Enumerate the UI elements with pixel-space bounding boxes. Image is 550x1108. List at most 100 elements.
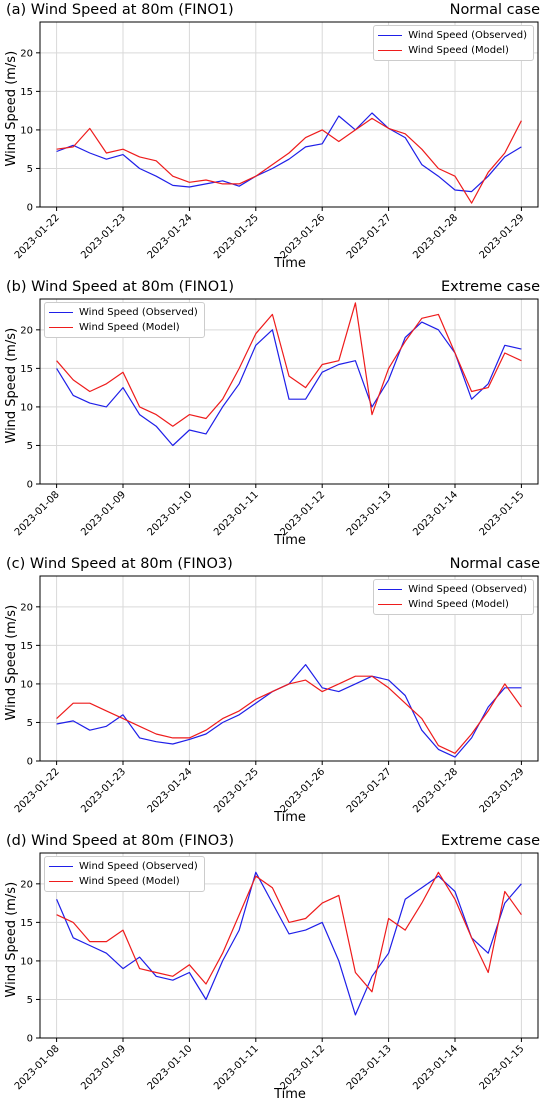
case-label: Normal case bbox=[449, 556, 540, 572]
x-tick-label: 2023-01-12 bbox=[278, 1043, 327, 1092]
series-line-model bbox=[56, 675, 522, 754]
y-tick-label: 0 bbox=[27, 1034, 33, 1045]
series-line-observed bbox=[56, 663, 522, 758]
chart-panel: 0 5 10 15 20 2023-01-22 2023-01-23 2023-01-24 20… bbox=[0, 0, 550, 277]
x-tick-label: 2023-01-24 bbox=[146, 766, 195, 815]
legend-entry: Wind Speed (Model) bbox=[378, 597, 527, 612]
x-axis-label: Time bbox=[274, 256, 306, 271]
x-tick-label: 2023-01-27 bbox=[345, 212, 394, 261]
legend-label: Wind Speed (Model) bbox=[79, 322, 180, 333]
x-tick-label: 2023-01-13 bbox=[345, 1043, 394, 1092]
chart-title: (a) Wind Speed at 80m (FINO1) bbox=[6, 2, 234, 18]
y-tick-label: 0 bbox=[27, 757, 33, 768]
legend-label: Wind Speed (Observed) bbox=[79, 307, 198, 318]
axes-frame bbox=[39, 21, 539, 208]
x-tick-label: 2023-01-10 bbox=[146, 489, 195, 538]
x-tick-label: 2023-01-23 bbox=[79, 766, 128, 815]
legend-swatch-observed bbox=[49, 866, 73, 867]
y-tick-label: 10 bbox=[20, 125, 33, 136]
x-tick-label: 2023-01-26 bbox=[278, 212, 327, 261]
plot-area: 0 5 10 15 20 2023-01-22 2023-01-23 2023-01-24 20… bbox=[13, 575, 539, 815]
series-line-model bbox=[56, 117, 522, 204]
legend: Wind Speed (Observed) Wind Speed (Model) bbox=[373, 579, 534, 615]
x-tick-label: 2023-01-25 bbox=[212, 212, 261, 261]
x-tick-label: 2023-01-26 bbox=[278, 766, 327, 815]
x-tick-label: 2023-01-22 bbox=[13, 212, 62, 261]
y-axis-label: Wind Speed (m/s) bbox=[4, 50, 19, 167]
x-tick-label: 2023-01-08 bbox=[13, 1043, 62, 1092]
x-tick-label: 2023-01-22 bbox=[13, 766, 62, 815]
plot-area: 0 5 10 15 20 2023-01-08 2023-01-09 2023-01-10 20… bbox=[13, 298, 539, 538]
y-tick-label: 15 bbox=[20, 87, 33, 98]
y-tick-label: 15 bbox=[20, 364, 33, 375]
y-tick-label: 5 bbox=[27, 164, 33, 175]
x-tick-label: 2023-01-15 bbox=[478, 1043, 527, 1092]
plot-area: 0 5 10 15 20 2023-01-08 2023-01-09 2023-01-10 20… bbox=[13, 852, 539, 1092]
legend-entry: Wind Speed (Observed) bbox=[49, 305, 198, 320]
case-label: Normal case bbox=[449, 2, 540, 18]
plot-area: 0 5 10 15 20 2023-01-22 2023-01-23 2023-01-24 20… bbox=[13, 21, 539, 261]
y-tick-label: 10 bbox=[20, 956, 33, 967]
x-tick-label: 2023-01-25 bbox=[212, 766, 261, 815]
x-tick-label: 2023-01-29 bbox=[478, 212, 527, 261]
legend-swatch-observed bbox=[378, 35, 403, 36]
legend: Wind Speed (Observed) Wind Speed (Model) bbox=[373, 25, 534, 61]
legend-label: Wind Speed (Model) bbox=[408, 599, 509, 610]
legend-swatch-model bbox=[378, 604, 403, 605]
legend-entry: Wind Speed (Observed) bbox=[378, 582, 527, 597]
legend-entry: Wind Speed (Model) bbox=[49, 874, 198, 889]
x-tick-label: 2023-01-27 bbox=[345, 766, 394, 815]
y-tick-label: 0 bbox=[27, 203, 33, 214]
legend-label: Wind Speed (Observed) bbox=[408, 30, 527, 41]
x-tick-label: 2023-01-15 bbox=[478, 489, 527, 538]
chart-title: (d) Wind Speed at 80m (FINO3) bbox=[6, 833, 235, 849]
legend: Wind Speed (Observed) Wind Speed (Model) bbox=[44, 302, 205, 338]
x-tick-label: 2023-01-14 bbox=[411, 489, 460, 538]
chart-panel: 0 5 10 15 20 2023-01-22 2023-01-23 2023-01-24 20… bbox=[0, 554, 550, 831]
x-tick-label: 2023-01-28 bbox=[411, 766, 460, 815]
series-line-observed bbox=[56, 112, 522, 193]
x-axis-label: Time bbox=[274, 533, 306, 548]
x-axis-label: Time bbox=[274, 1087, 306, 1102]
case-label: Extreme case bbox=[441, 833, 540, 849]
legend-entry: Wind Speed (Observed) bbox=[49, 859, 198, 874]
legend-entry: Wind Speed (Observed) bbox=[378, 28, 527, 43]
legend: Wind Speed (Observed) Wind Speed (Model) bbox=[44, 856, 205, 892]
chart-panel: 0 5 10 15 20 2023-01-08 2023-01-09 2023-01-10 20… bbox=[0, 277, 550, 554]
chart-panel: 0 5 10 15 20 2023-01-08 2023-01-09 2023-01-10 20… bbox=[0, 831, 550, 1108]
x-tick-label: 2023-01-28 bbox=[411, 212, 460, 261]
x-tick-label: 2023-01-09 bbox=[79, 489, 128, 538]
y-tick-label: 20 bbox=[20, 602, 33, 613]
y-tick-label: 20 bbox=[20, 48, 33, 59]
y-tick-label: 15 bbox=[20, 641, 33, 652]
y-tick-label: 10 bbox=[20, 402, 33, 413]
legend-swatch-model bbox=[378, 50, 403, 51]
x-tick-label: 2023-01-11 bbox=[212, 489, 261, 538]
x-tick-label: 2023-01-29 bbox=[478, 766, 527, 815]
x-tick-label: 2023-01-10 bbox=[146, 1043, 195, 1092]
chart-title: (b) Wind Speed at 80m (FINO1) bbox=[6, 279, 235, 295]
x-tick-label: 2023-01-08 bbox=[13, 489, 62, 538]
legend-swatch-model bbox=[49, 327, 73, 328]
series-line-model bbox=[56, 302, 522, 427]
legend-label: Wind Speed (Model) bbox=[408, 45, 509, 56]
axes-frame bbox=[39, 298, 539, 485]
chart-title: (c) Wind Speed at 80m (FINO3) bbox=[6, 556, 233, 572]
x-tick-label: 2023-01-11 bbox=[212, 1043, 261, 1092]
y-axis-label: Wind Speed (m/s) bbox=[4, 604, 19, 721]
y-tick-label: 20 bbox=[20, 879, 33, 890]
y-tick-label: 5 bbox=[27, 995, 33, 1006]
x-tick-label: 2023-01-14 bbox=[411, 1043, 460, 1092]
y-tick-label: 5 bbox=[27, 718, 33, 729]
legend-swatch-observed bbox=[49, 312, 73, 313]
x-tick-label: 2023-01-23 bbox=[79, 212, 128, 261]
axes-frame bbox=[39, 852, 539, 1039]
legend-swatch-observed bbox=[378, 589, 403, 590]
case-label: Extreme case bbox=[441, 279, 540, 295]
x-tick-label: 2023-01-09 bbox=[79, 1043, 128, 1092]
y-tick-label: 0 bbox=[27, 480, 33, 491]
axes-frame bbox=[39, 575, 539, 762]
y-tick-label: 10 bbox=[20, 679, 33, 690]
x-axis-label: Time bbox=[274, 810, 306, 825]
legend-entry: Wind Speed (Model) bbox=[49, 320, 198, 335]
